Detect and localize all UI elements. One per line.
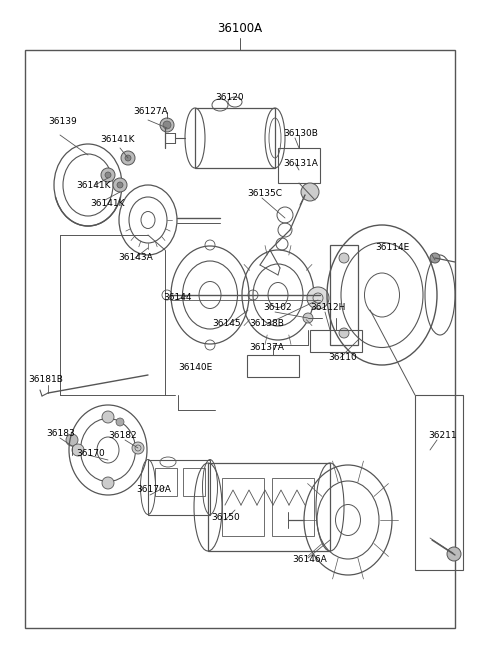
Bar [208,463,330,551]
Circle shape [72,444,84,456]
Bar [148,460,210,515]
Text: 36141K: 36141K [76,180,110,190]
Bar [183,468,205,496]
Bar [272,478,314,536]
Bar [310,330,362,352]
Circle shape [132,442,144,454]
Text: 36144: 36144 [163,293,192,302]
Circle shape [447,547,461,561]
Circle shape [163,121,171,129]
Circle shape [101,168,115,182]
Text: 36102: 36102 [263,304,292,312]
Text: 36141K: 36141K [100,136,134,144]
Circle shape [339,253,349,263]
Circle shape [116,418,124,426]
Circle shape [301,183,319,201]
Text: 36127A: 36127A [133,108,168,117]
Text: 36170A: 36170A [136,485,171,495]
Text: 36130B: 36130B [283,129,318,138]
Circle shape [125,155,131,161]
Text: 36137A: 36137A [249,344,284,352]
Text: 36211: 36211 [428,430,456,440]
Text: 36131A: 36131A [283,159,318,167]
Circle shape [117,182,123,188]
Bar [155,468,177,496]
Circle shape [160,118,174,132]
Circle shape [307,287,329,309]
Text: 36120: 36120 [215,92,244,102]
Text: 36141K: 36141K [90,199,124,209]
Bar [247,355,299,377]
Text: 36182: 36182 [108,430,137,440]
Circle shape [66,434,78,446]
Text: 36150: 36150 [211,514,240,522]
Text: 36146A: 36146A [292,556,327,565]
Text: 36139: 36139 [48,117,77,127]
Text: 36145: 36145 [212,319,240,327]
Text: 36140E: 36140E [178,363,212,373]
Text: 36181B: 36181B [28,375,63,384]
Bar [222,478,264,536]
Text: 36110: 36110 [328,354,357,363]
Bar [330,245,358,345]
Text: 36135C: 36135C [247,188,282,197]
Text: 36183: 36183 [46,428,75,438]
Bar [25,50,455,628]
Circle shape [303,313,313,323]
Bar [278,148,320,183]
Circle shape [102,411,114,423]
Text: 36170: 36170 [76,449,105,457]
Text: 36112H: 36112H [310,304,346,312]
Bar [195,108,275,168]
Circle shape [105,172,111,178]
Circle shape [430,253,440,263]
Text: 36143A: 36143A [118,253,153,262]
Circle shape [121,151,135,165]
Circle shape [102,477,114,489]
Text: 36114E: 36114E [375,243,409,253]
Text: 36138B: 36138B [249,319,284,327]
Circle shape [113,178,127,192]
Circle shape [339,328,349,338]
Bar [415,395,463,570]
Text: 36100A: 36100A [217,22,263,35]
